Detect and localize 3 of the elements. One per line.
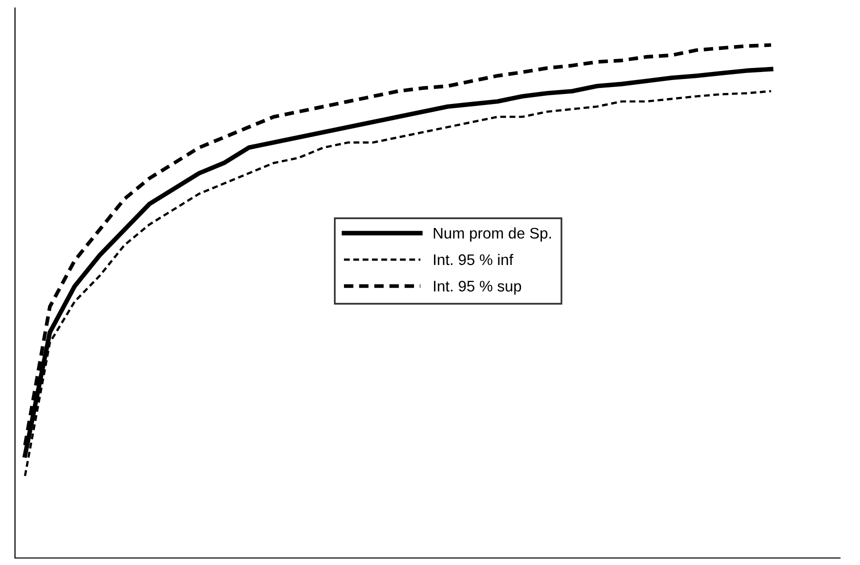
legend-label: Int. 95 % inf	[434, 254, 514, 266]
legend-label: Int. 95 % sup	[434, 280, 522, 295]
legend-label: Num prom de Sp.	[434, 227, 551, 242]
